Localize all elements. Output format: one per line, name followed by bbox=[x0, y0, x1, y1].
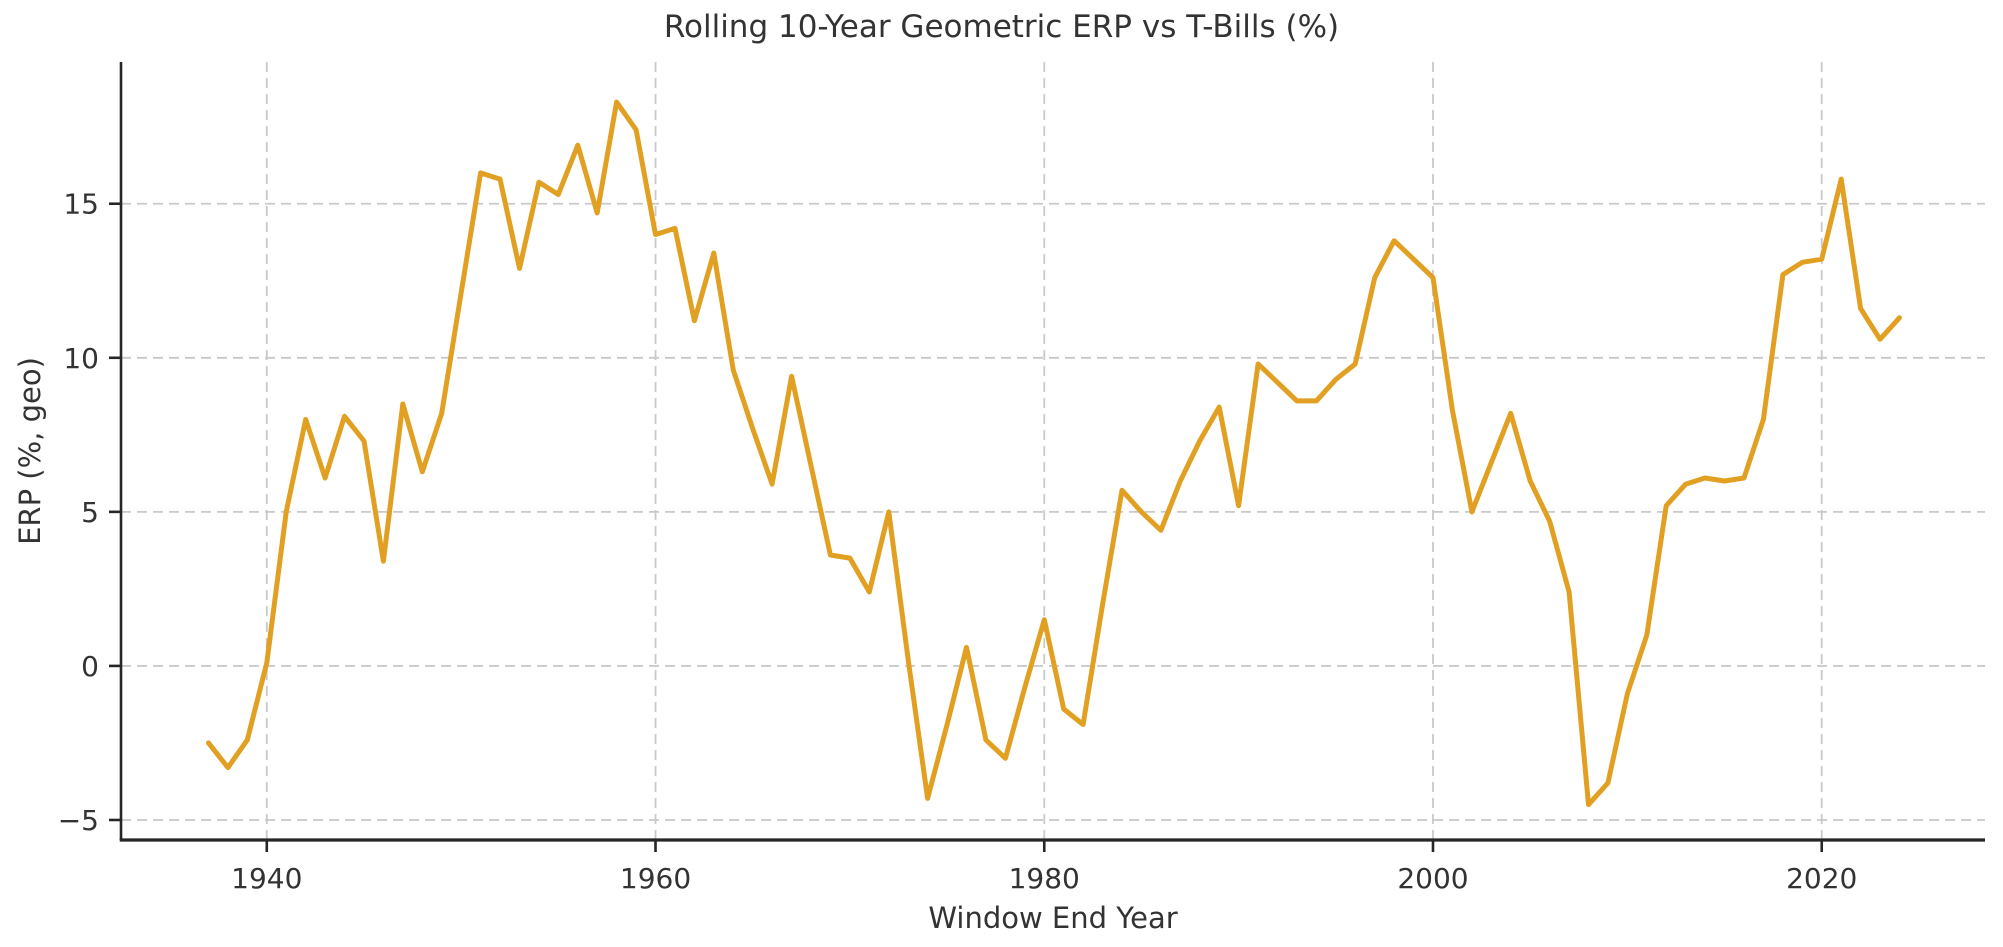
x-tick-label: 1940 bbox=[231, 862, 302, 895]
erp-line bbox=[206, 99, 1902, 808]
y-tick-label: 0 bbox=[81, 650, 99, 683]
x-axis-label: Window End Year bbox=[928, 901, 1178, 935]
x-tick-label: 2020 bbox=[1786, 862, 1857, 895]
chart-title: Rolling 10-Year Geometric ERP vs T-Bills… bbox=[663, 9, 1340, 45]
y-tick-label: −5 bbox=[58, 804, 99, 837]
x-tick-label: 2000 bbox=[1397, 862, 1468, 895]
y-tick-label: 15 bbox=[63, 188, 99, 221]
x-tick-label: 1980 bbox=[1009, 862, 1080, 895]
x-tick-label: 1960 bbox=[620, 862, 691, 895]
y-tick-label: 5 bbox=[81, 496, 99, 529]
y-axis-label: ERP (%, geo) bbox=[13, 357, 47, 545]
y-tick-label: 10 bbox=[63, 342, 99, 375]
